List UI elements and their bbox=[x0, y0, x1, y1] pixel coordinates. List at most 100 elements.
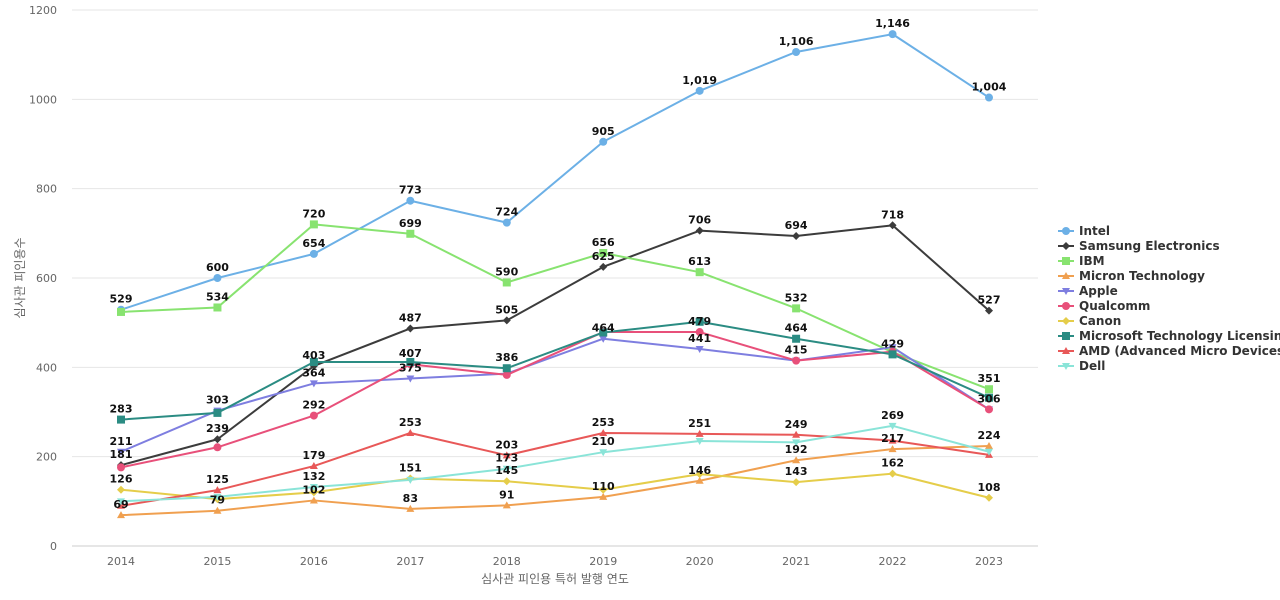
data-label: 1,004 bbox=[972, 81, 1007, 94]
series-line bbox=[120, 223, 990, 391]
x-tick-label: 2021 bbox=[782, 555, 810, 568]
data-point bbox=[888, 436, 897, 444]
data-point bbox=[985, 448, 993, 456]
data-point bbox=[502, 316, 511, 325]
data-label: 292 bbox=[302, 399, 325, 412]
legend-item[interactable]: AMD (Advanced Micro Devices) bbox=[1058, 344, 1280, 358]
legend-label: Microsoft Technology Licensing bbox=[1079, 329, 1280, 343]
y-tick-label: 0 bbox=[50, 540, 57, 553]
legend-item[interactable]: IBM bbox=[1058, 254, 1105, 268]
data-point bbox=[117, 307, 125, 316]
data-point bbox=[985, 393, 993, 402]
data-point bbox=[792, 304, 801, 313]
x-tick-label: 2019 bbox=[589, 555, 617, 568]
data-label: 69 bbox=[113, 498, 128, 511]
data-label: 694 bbox=[785, 219, 808, 232]
data-label: 407 bbox=[399, 347, 422, 360]
data-label: 217 bbox=[881, 432, 904, 445]
series-line bbox=[120, 424, 990, 503]
data-label: 224 bbox=[978, 429, 1001, 442]
data-label: 364 bbox=[302, 366, 325, 379]
data-point bbox=[213, 486, 222, 494]
legend-item[interactable]: Apple bbox=[1058, 284, 1118, 298]
data-point bbox=[888, 422, 897, 430]
data-label: 283 bbox=[110, 403, 133, 416]
legend-marker bbox=[1062, 227, 1070, 235]
data-label: 724 bbox=[495, 206, 518, 219]
series-line bbox=[120, 472, 990, 501]
y-tick-label: 1000 bbox=[29, 93, 57, 106]
data-label: 162 bbox=[881, 457, 904, 470]
data-point bbox=[792, 439, 801, 447]
data-point bbox=[213, 408, 222, 417]
data-point bbox=[695, 429, 704, 437]
legend-item[interactable]: Qualcomm bbox=[1058, 299, 1150, 313]
data-point bbox=[599, 449, 608, 457]
data-label: 146 bbox=[688, 464, 711, 477]
data-point bbox=[985, 385, 993, 394]
series-lines bbox=[120, 33, 990, 517]
legend-label: AMD (Advanced Micro Devices) bbox=[1079, 344, 1280, 358]
data-label: 625 bbox=[592, 250, 615, 263]
x-tick-label: 2020 bbox=[686, 555, 714, 568]
data-point bbox=[309, 220, 318, 229]
data-label: 654 bbox=[302, 237, 325, 250]
series-line bbox=[120, 320, 990, 421]
x-tick-label: 2017 bbox=[396, 555, 424, 568]
legend-item[interactable]: Micron Technology bbox=[1058, 269, 1205, 283]
data-point bbox=[985, 306, 993, 315]
data-label: 91 bbox=[499, 488, 514, 501]
data-point bbox=[213, 493, 222, 501]
x-tick-label: 2014 bbox=[107, 555, 135, 568]
data-point bbox=[213, 274, 222, 282]
data-point bbox=[695, 268, 704, 277]
data-label: 527 bbox=[978, 294, 1001, 307]
y-tick-label: 1200 bbox=[29, 4, 57, 17]
data-label: 110 bbox=[592, 480, 615, 493]
data-point bbox=[117, 485, 125, 494]
data-point bbox=[695, 226, 704, 235]
legend-marker bbox=[1062, 363, 1070, 370]
x-tick-label: 2015 bbox=[203, 555, 231, 568]
data-label: 613 bbox=[688, 255, 711, 268]
data-point bbox=[309, 496, 318, 504]
legend-marker bbox=[1062, 347, 1070, 354]
data-point bbox=[888, 221, 897, 230]
data-point bbox=[502, 370, 511, 379]
x-tick-label: 2023 bbox=[975, 555, 1003, 568]
data-point bbox=[888, 445, 897, 453]
data-point bbox=[309, 462, 318, 470]
legend-item[interactable]: Microsoft Technology Licensing bbox=[1058, 329, 1280, 343]
data-point bbox=[406, 324, 415, 333]
y-tick-label: 600 bbox=[36, 272, 57, 285]
data-label: 532 bbox=[785, 291, 808, 304]
data-point bbox=[599, 328, 608, 337]
series-line bbox=[120, 444, 990, 517]
data-label: 720 bbox=[302, 207, 325, 220]
data-point bbox=[888, 30, 897, 39]
legend-item[interactable]: Canon bbox=[1058, 314, 1121, 328]
data-label: 600 bbox=[206, 261, 229, 274]
legend-label: Intel bbox=[1079, 224, 1110, 238]
legend-item[interactable]: Intel bbox=[1058, 224, 1110, 238]
legend-item[interactable]: Samsung Electronics bbox=[1058, 239, 1220, 253]
legend-marker bbox=[1062, 257, 1070, 265]
legend-label: IBM bbox=[1079, 254, 1105, 268]
data-point bbox=[213, 435, 222, 444]
data-label: 210 bbox=[592, 435, 615, 448]
data-point bbox=[309, 357, 318, 366]
axis-ticks: 0 200 400 600 800 1000 1200 2014 2015 2016 2017 201… bbox=[29, 4, 1003, 568]
data-point bbox=[213, 443, 222, 452]
data-label: 125 bbox=[206, 473, 229, 486]
legend-item[interactable]: Dell bbox=[1058, 359, 1105, 373]
data-point bbox=[888, 350, 897, 359]
data-point bbox=[792, 430, 801, 438]
data-label: 303 bbox=[206, 394, 229, 407]
data-label: 429 bbox=[881, 337, 904, 350]
data-label: 239 bbox=[206, 422, 229, 435]
legend-marker bbox=[1062, 302, 1070, 310]
x-tick-label: 2016 bbox=[300, 555, 328, 568]
data-point bbox=[985, 405, 993, 414]
